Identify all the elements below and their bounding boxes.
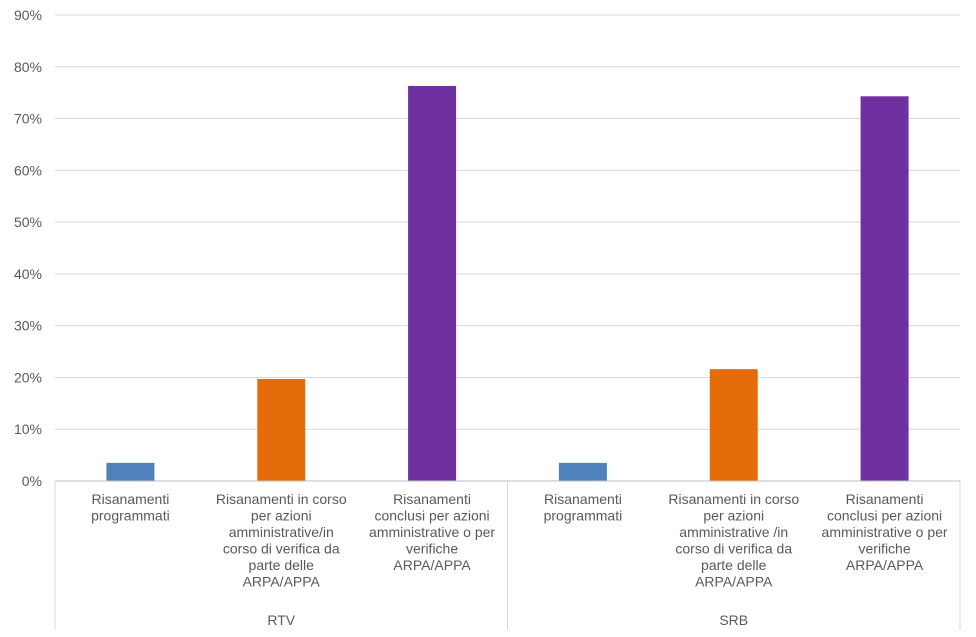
x-category-label-line: per azioni <box>703 508 764 524</box>
y-tick-label: 50% <box>14 214 42 230</box>
x-category-label-line: parte delle <box>249 557 315 573</box>
x-category-label-line: Risanamenti in corso <box>668 491 799 507</box>
bar-srb-2 <box>709 369 758 481</box>
x-category-label-line: amministrative o per <box>822 524 948 540</box>
y-tick-label: 20% <box>14 369 42 385</box>
y-tick-label: 0% <box>22 473 42 489</box>
x-category-label-line: ARPA/APPA <box>393 557 471 573</box>
x-category-label-line: Risanamenti <box>544 491 622 507</box>
y-tick-label: 40% <box>14 266 42 282</box>
y-tick-label: 30% <box>14 318 42 334</box>
y-tick-label: 60% <box>14 162 42 178</box>
x-category-label: Risanamenti in corso per azioni amministra… <box>668 491 799 590</box>
y-tick-label: 70% <box>14 111 42 127</box>
y-tick-label: 90% <box>14 7 42 23</box>
x-category-label-line: parte delle <box>701 557 767 573</box>
x-category-label: Risanamenti programmati <box>91 491 170 524</box>
y-tick-label: 10% <box>14 421 42 437</box>
group-label-rtv: RTV <box>267 612 295 628</box>
x-category-label: Risanamenti conclusi per azioni amministra… <box>822 491 948 573</box>
x-category-label: Risanamenti in corso per azioni amministra… <box>216 491 347 590</box>
x-category-label-line: Risanamenti <box>846 491 924 507</box>
x-category-label-line: ARPA/APPA <box>846 557 924 573</box>
x-category-label-line: amministrative/in <box>229 524 334 540</box>
bar-rtv-2 <box>257 378 306 481</box>
bar-srb-3 <box>860 96 909 482</box>
x-category-label: Risanamenti conclusi per azioni amministra… <box>369 491 495 573</box>
bar-srb-1 <box>558 462 607 481</box>
x-category-label-line: Risanamenti <box>92 491 170 507</box>
x-category-label-line: ARPA/APPA <box>695 574 773 590</box>
x-category-label-line: amministrative /in <box>679 524 788 540</box>
x-category-label-line: programmati <box>91 508 170 524</box>
x-category-label-line: verifiche <box>406 541 458 557</box>
group-label-srb: SRB <box>719 612 748 628</box>
bar-rtv-1 <box>106 462 155 481</box>
x-category-label-line: verifiche <box>859 541 911 557</box>
bar-rtv-3 <box>408 85 457 482</box>
x-category-label-line: Risanamenti in corso <box>216 491 347 507</box>
x-category-label-line: amministrative o per <box>369 524 495 540</box>
x-category-label-line: ARPA/APPA <box>243 574 321 590</box>
x-category-label-line: conclusi per azioni <box>374 508 489 524</box>
x-category-label-line: programmati <box>544 508 623 524</box>
x-category-label-line: conclusi per azioni <box>827 508 942 524</box>
x-category-label: Risanamenti programmati <box>544 491 623 524</box>
x-category-label-line: per azioni <box>251 508 312 524</box>
x-category-label-line: Risanamenti <box>393 491 471 507</box>
x-category-label-line: corso di verifica da <box>223 541 340 557</box>
x-category-label-line: corso di verifica da <box>675 541 792 557</box>
y-tick-label: 80% <box>14 59 42 75</box>
